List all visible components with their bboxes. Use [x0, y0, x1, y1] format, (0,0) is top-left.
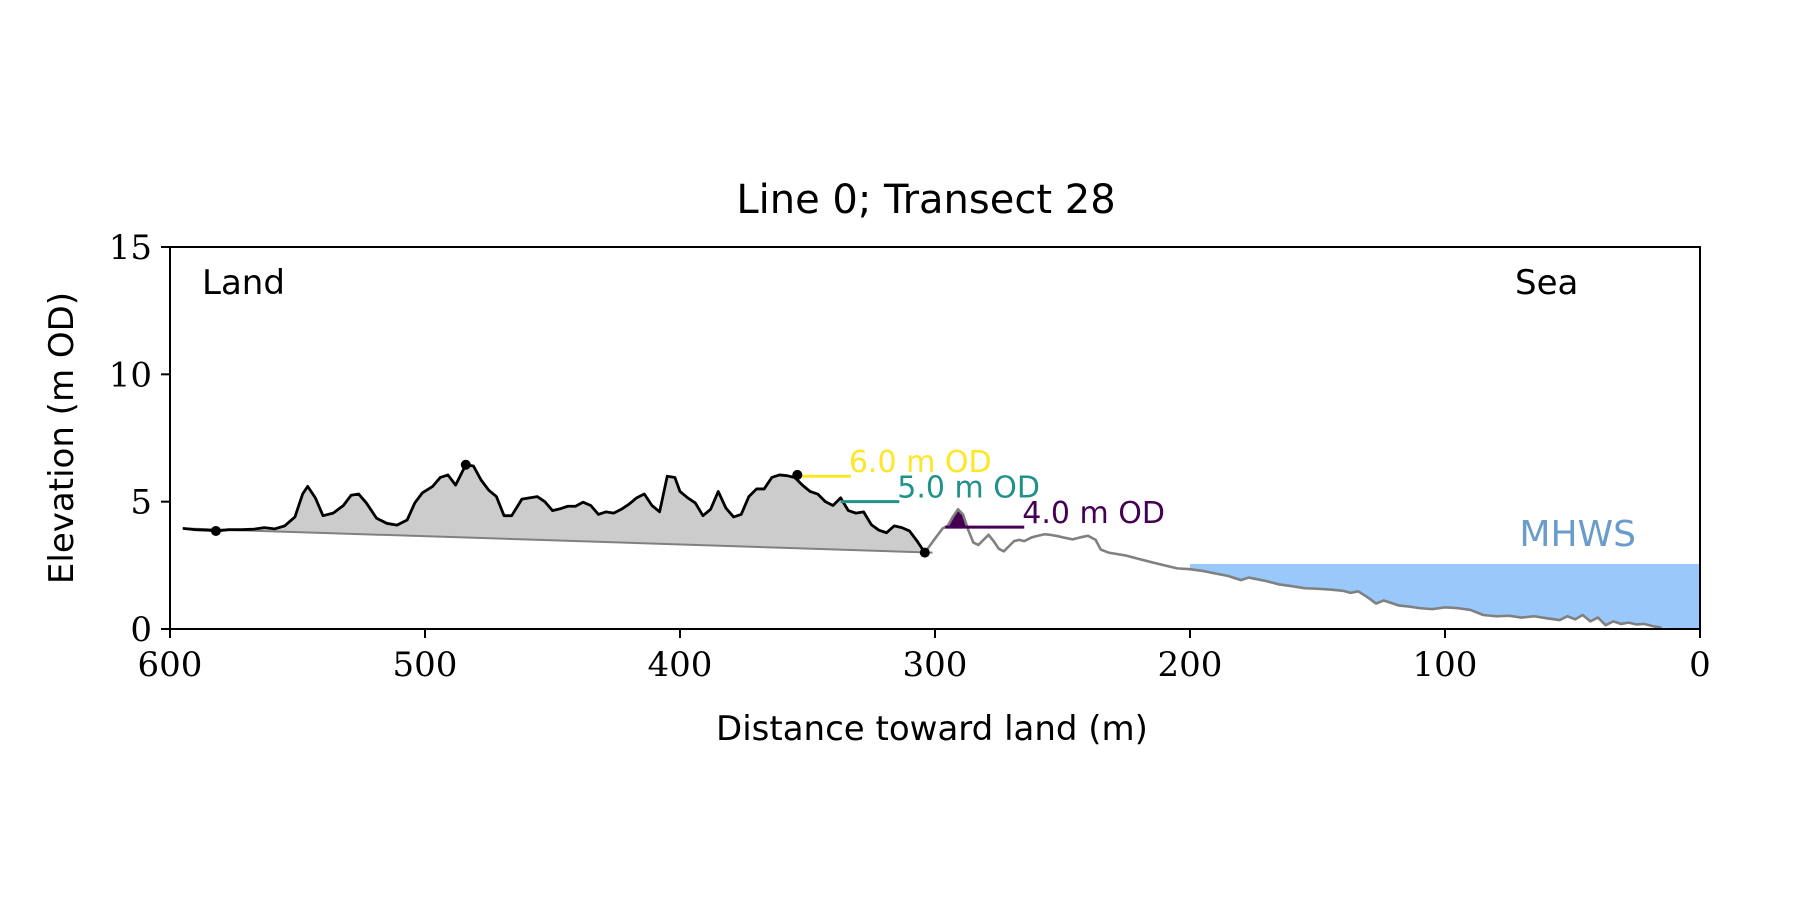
x-tick-label-4: 200 — [1158, 645, 1223, 685]
y-tick-label-2: 10 — [109, 355, 152, 395]
key-point-3 — [919, 547, 930, 558]
y-tick-label-0: 0 — [130, 610, 152, 650]
plot-area: 6.0 m OD5.0 m OD4.0 m OD MHWS — [182, 445, 1700, 630]
land-annotation: Land — [202, 263, 285, 303]
x-tick-label-1: 500 — [393, 645, 458, 685]
sea-annotation: Sea — [1515, 263, 1578, 303]
y-tick-label-3: 15 — [109, 228, 152, 268]
chart-title: Line 0; Transect 28 — [736, 177, 1115, 223]
key-point-2 — [792, 469, 803, 480]
level-4-fill — [945, 509, 979, 528]
x-tick-label-3: 300 — [903, 645, 968, 685]
key-point-1 — [460, 459, 471, 470]
mhws-label: MHWS — [1519, 514, 1636, 555]
dune-baseline-line — [182, 527, 933, 554]
axes-frame — [169, 246, 1701, 630]
dune-profile-line — [182, 463, 926, 554]
x-tick-label-2: 400 — [648, 645, 713, 685]
x-tick-label-0: 600 — [138, 645, 203, 685]
key-point-0 — [210, 525, 221, 536]
y-axis-label: Elevation (m OD) — [42, 292, 82, 584]
x-axis-label: Distance toward land (m) — [716, 709, 1148, 749]
level-label-1: 5.0 m OD — [897, 471, 1040, 506]
mhws-water-fill — [1190, 564, 1700, 629]
dune-area-fill — [182, 464, 933, 553]
x-tick-label-6: 0 — [1689, 645, 1711, 685]
axis-ticks: 600 500 400 300 200 100 0 0 5 10 15 — [109, 228, 1711, 685]
x-tick-label-5: 100 — [1413, 645, 1478, 685]
y-tick-label-1: 5 — [130, 483, 152, 523]
level-label-0: 6.0 m OD — [849, 445, 992, 480]
seaward-profile-line — [923, 508, 1662, 630]
level-label-2: 4.0 m OD — [1022, 496, 1165, 531]
